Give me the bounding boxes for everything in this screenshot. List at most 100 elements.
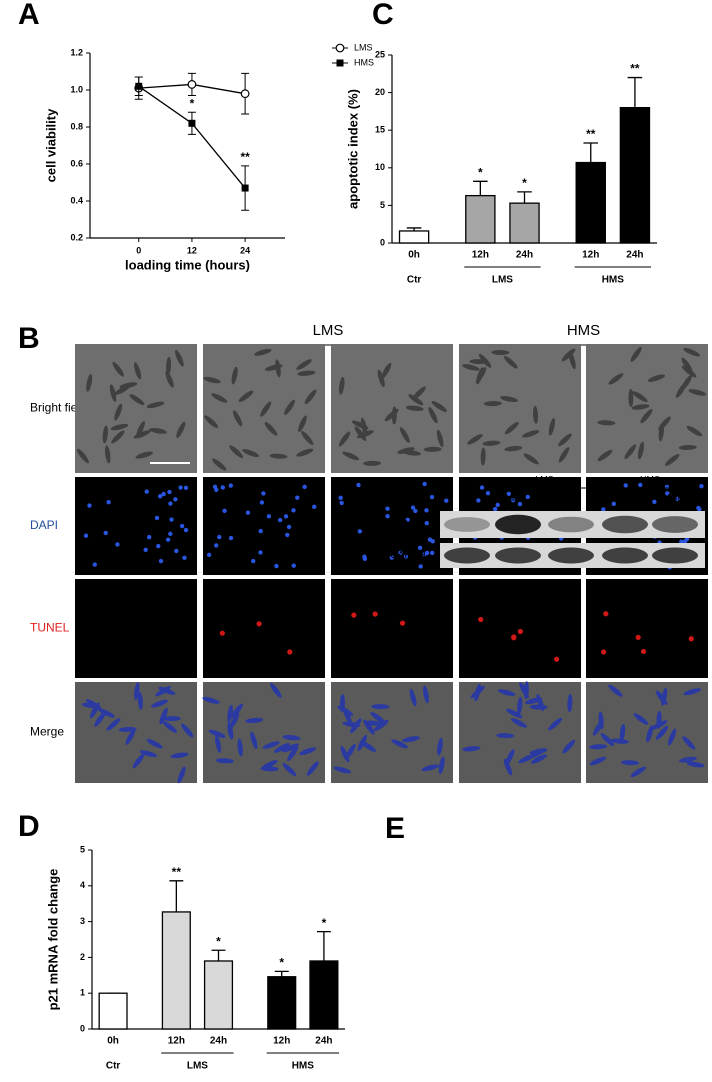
cell (363, 719, 375, 735)
cell (589, 744, 608, 750)
nucleus (277, 517, 283, 523)
cell (250, 731, 258, 749)
cell (146, 401, 165, 409)
nucleus (173, 497, 178, 502)
legend-marker (335, 43, 345, 53)
micrograph (459, 579, 581, 678)
nucleus (429, 494, 435, 500)
nucleus (417, 545, 423, 551)
cell (682, 736, 696, 750)
cell (405, 405, 424, 411)
group-label: LMS (187, 1061, 208, 1072)
nucleus (115, 542, 120, 547)
data-point (240, 89, 250, 99)
group-label: LMS (535, 474, 554, 484)
cell (260, 766, 279, 772)
cell (438, 756, 445, 775)
cell (491, 349, 510, 355)
nucleus (418, 564, 423, 569)
cell (621, 760, 640, 766)
cell (597, 449, 613, 462)
cell (260, 401, 272, 417)
cell (668, 728, 677, 746)
band (444, 547, 490, 564)
cell (363, 460, 382, 466)
cell (483, 401, 502, 407)
apoptotic-nucleus (517, 628, 523, 635)
significance: * (522, 176, 527, 190)
cell (158, 686, 176, 695)
nucleus (492, 506, 498, 512)
bar (619, 106, 651, 244)
cell (523, 453, 539, 465)
nucleus (398, 550, 403, 556)
bar (267, 976, 297, 1030)
significance: ** (240, 150, 250, 164)
cell (238, 390, 254, 402)
band (548, 516, 594, 533)
apoptotic-nucleus (351, 612, 357, 618)
cell (530, 754, 548, 764)
bar (98, 992, 128, 1030)
nucleus (424, 520, 429, 526)
nucleus (385, 514, 390, 519)
apoptotic-nucleus (399, 620, 406, 626)
cell (132, 753, 145, 769)
cell (125, 728, 136, 745)
group-label: LMS (492, 275, 513, 286)
nucleus (217, 534, 222, 540)
cell (431, 401, 447, 412)
cell (562, 739, 576, 754)
cell (301, 430, 314, 446)
cell (345, 743, 356, 760)
nucleus (92, 562, 97, 567)
y-tick-label: 5 (380, 200, 385, 210)
row-label: DAPI (30, 518, 58, 532)
cell (568, 351, 576, 370)
cell (102, 425, 108, 444)
cell (529, 748, 546, 759)
cell (646, 725, 654, 743)
band (602, 515, 648, 534)
y-tick-label: 0.2 (70, 232, 83, 242)
cell (593, 720, 604, 736)
data-point (187, 80, 197, 89)
row-label: Merge (30, 725, 64, 739)
cell (628, 388, 634, 407)
nucleus (291, 563, 296, 568)
nucleus (143, 547, 148, 553)
cell (402, 736, 420, 743)
x-tick-label: 24h (210, 1036, 227, 1047)
y-tick-label: 0.6 (70, 158, 83, 168)
legend-label: LMS (354, 42, 373, 52)
x-tick-label: 24h (315, 1036, 332, 1047)
cell (523, 681, 529, 700)
error-bar (211, 949, 226, 961)
y-tick-label: 1.2 (70, 47, 83, 57)
cell (688, 389, 707, 396)
cell (357, 734, 368, 751)
cell (558, 433, 572, 447)
apoptotic-nucleus (688, 636, 694, 642)
nucleus (161, 491, 166, 497)
cell (181, 723, 194, 738)
nucleus (157, 494, 163, 499)
cell (270, 683, 282, 698)
cell (637, 441, 644, 460)
cell (474, 683, 481, 702)
nucleus (168, 501, 173, 506)
x-tick-label: 0h (408, 250, 420, 261)
panel-letter: A (18, 0, 40, 31)
cell (296, 359, 312, 370)
nucleus (422, 481, 427, 487)
nucleus (156, 543, 161, 549)
nucleus (106, 499, 111, 505)
nucleus (147, 534, 152, 540)
y-tick-label: 1 (80, 988, 85, 998)
cell (462, 746, 481, 752)
nucleus (357, 529, 363, 534)
data-point (135, 82, 143, 90)
cell (86, 374, 93, 392)
bar (509, 202, 540, 244)
